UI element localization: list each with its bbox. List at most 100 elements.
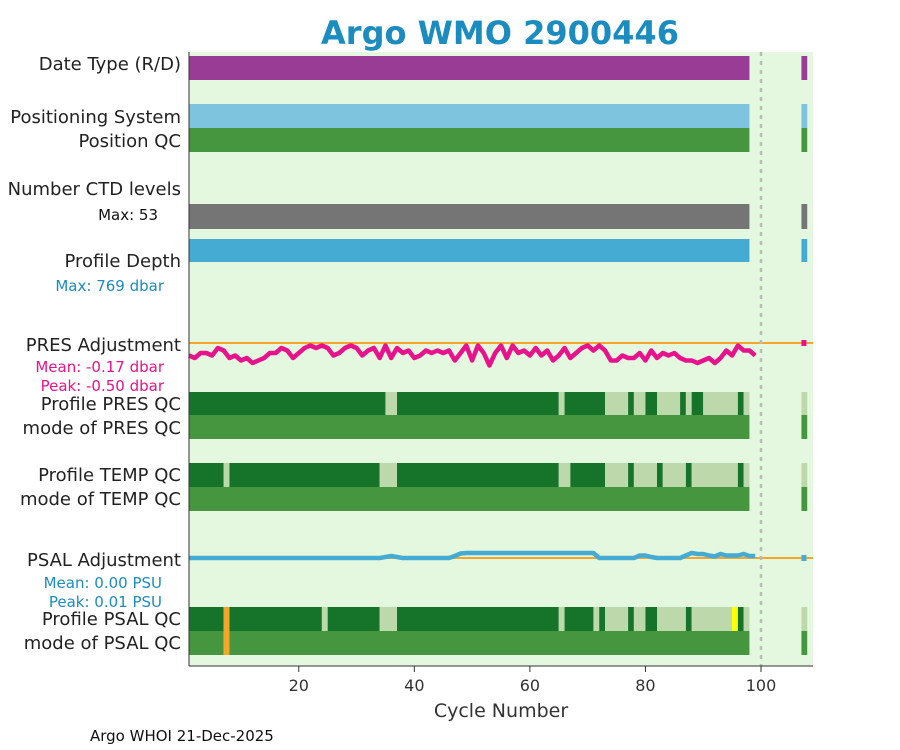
profile-psal-qc-segment-12 [628, 607, 634, 631]
profile-temp-qc-segment-2 [229, 463, 380, 487]
row-label-pres-adjustment: PRES Adjustment [26, 335, 181, 356]
mode-psal-qc-segment-2 [229, 631, 750, 655]
pres-adjustment-series [188, 343, 757, 368]
pres-adjustment-peak: Peak: -0.50 dbar [41, 377, 165, 395]
psal-adjustment-series [189, 550, 756, 561]
profile-temp-qc-segment-15 [743, 463, 750, 487]
profile-psal-qc-segment-2 [229, 607, 322, 631]
profile-temp-qc-segment-13 [691, 463, 738, 487]
profile-pres-qc-segment-15 [743, 392, 750, 415]
profile-psal-qc-segment-14 [645, 607, 657, 631]
profile-temp-qc-segment-0 [189, 463, 224, 487]
profile-psal-qc-segment-7 [558, 607, 565, 631]
x-tick-label-20: 20 [289, 676, 309, 695]
profile-pres-qc-segment-11 [685, 392, 692, 415]
x-tick-label-60: 60 [520, 676, 540, 695]
profile-psal-qc-segment-3 [321, 607, 328, 631]
profile-psal-qc-segment-16 [685, 607, 692, 631]
profile-pres-qc-segment-14 [737, 392, 744, 415]
row-label-profile-temp-qc: Profile TEMP QC [38, 465, 181, 486]
profile-psal-qc-segment-8 [564, 607, 594, 631]
date-type-bar-0 [189, 56, 750, 80]
profile-temp-qc-segment-3 [379, 463, 397, 487]
date-type-bar-1 [801, 56, 808, 80]
profile-depth-max: Max: 769 dbar [55, 277, 164, 295]
mode-pres-qc-segment-0 [189, 415, 750, 439]
profile-pres-qc-segment-3 [558, 392, 565, 415]
profile-pres-qc-segment-13 [703, 392, 738, 415]
profile-pres-qc-segment-8 [645, 392, 657, 415]
pres-adjustment-point-107 [801, 340, 807, 346]
profile-psal-qc-segment-6 [397, 607, 559, 631]
profile-psal-qc-segment-5 [379, 607, 397, 631]
profile-psal-qc-segment-20 [743, 607, 750, 631]
profile-psal-qc-segment-9 [593, 607, 600, 631]
profile-pres-qc-segment-12 [691, 392, 704, 415]
profile-pres-qc-segment-0 [189, 392, 386, 415]
profile-psal-qc-segment-13 [633, 607, 646, 631]
psal-adjustment-peak: Peak: 0.01 PSU [49, 593, 162, 611]
row-label-date-type: Date Type (R/D) [39, 54, 181, 75]
profile-pres-qc-segment-4 [564, 392, 605, 415]
profile-psal-qc-segment-4 [327, 607, 380, 631]
profile-pres-qc-segment-2 [397, 392, 559, 415]
profile-temp-qc-segment-14 [737, 463, 744, 487]
row-label-mode-pres-qc: mode of PRES QC [23, 418, 181, 439]
row-label-mode-temp-qc: mode of TEMP QC [20, 489, 181, 510]
profile-temp-qc-segment-5 [558, 463, 571, 487]
mode-psal-qc-segment-3 [801, 631, 808, 655]
profile-temp-qc-segment-11 [662, 463, 686, 487]
psal-adjustment-point-107 [801, 555, 807, 561]
mode-temp-qc-segment-0 [189, 487, 750, 511]
profile-psal-qc-segment-1 [223, 607, 230, 631]
mode-pres-qc-segment-1 [801, 415, 808, 439]
positioning-system-bar-1 [801, 104, 808, 128]
profile-temp-qc-segment-8 [628, 463, 634, 487]
profile-pres-qc-segment-1 [385, 392, 397, 415]
profile-pres-qc-segment-10 [680, 392, 686, 415]
row-label-profile-depth: Profile Depth [64, 251, 181, 272]
profile-depth-bar-1 [801, 239, 808, 262]
row-label-positioning-system: Positioning System [10, 107, 181, 128]
x-ticks: 20 40 60 80 100 [289, 666, 777, 695]
profile-pres-qc-segment-5 [605, 392, 629, 415]
profile-pres-qc-segment-7 [633, 392, 646, 415]
row-label-profile-psal-qc: Profile PSAL QC [42, 609, 181, 630]
x-axis-label: Cycle Number [434, 700, 568, 722]
psal-adjustment-mean: Mean: 0.00 PSU [44, 574, 162, 592]
profile-temp-qc-segment-7 [605, 463, 629, 487]
row-label-psal-adjustment: PSAL Adjustment [27, 550, 181, 571]
profile-psal-qc-segment-18 [732, 607, 738, 631]
profile-psal-qc-segment-10 [599, 607, 605, 631]
positioning-system-bar-0 [189, 104, 750, 128]
x-tick-label-100: 100 [746, 676, 777, 695]
profile-pres-qc-segment-9 [657, 392, 681, 415]
footer-credit: Argo WHOI 21-Dec-2025 [90, 727, 274, 745]
profile-psal-qc-segment-15 [657, 607, 686, 631]
ctd-levels-bar-0 [189, 204, 750, 229]
profile-psal-qc-segment-0 [189, 607, 224, 631]
profile-temp-qc-segment-6 [570, 463, 605, 487]
ctd-levels-bar-1 [801, 204, 808, 229]
profile-pres-qc-segment-16 [801, 392, 808, 415]
profile-temp-qc-segment-10 [657, 463, 663, 487]
x-tick-label-80: 80 [635, 676, 655, 695]
mode-temp-qc-segment-1 [801, 487, 808, 511]
row-label-mode-psal-qc: mode of PSAL QC [24, 633, 181, 654]
lines-layer [188, 340, 813, 561]
profile-temp-qc-segment-9 [633, 463, 657, 487]
position-qc-bar-1 [801, 128, 808, 152]
profile-temp-qc-segment-16 [801, 463, 808, 487]
row-label-position-qc: Position QC [78, 131, 181, 152]
position-qc-bar-0 [189, 128, 750, 152]
profile-psal-qc-segment-11 [605, 607, 629, 631]
mode-psal-qc-segment-1 [223, 631, 230, 655]
profile-depth-bar-0 [189, 239, 750, 262]
profile-temp-qc-segment-12 [685, 463, 692, 487]
profile-psal-qc-segment-21 [801, 607, 808, 631]
profile-psal-qc-segment-17 [691, 607, 733, 631]
mode-psal-qc-segment-0 [189, 631, 224, 655]
chart-title: Argo WMO 2900446 [321, 14, 679, 52]
profile-psal-qc-segment-19 [737, 607, 744, 631]
